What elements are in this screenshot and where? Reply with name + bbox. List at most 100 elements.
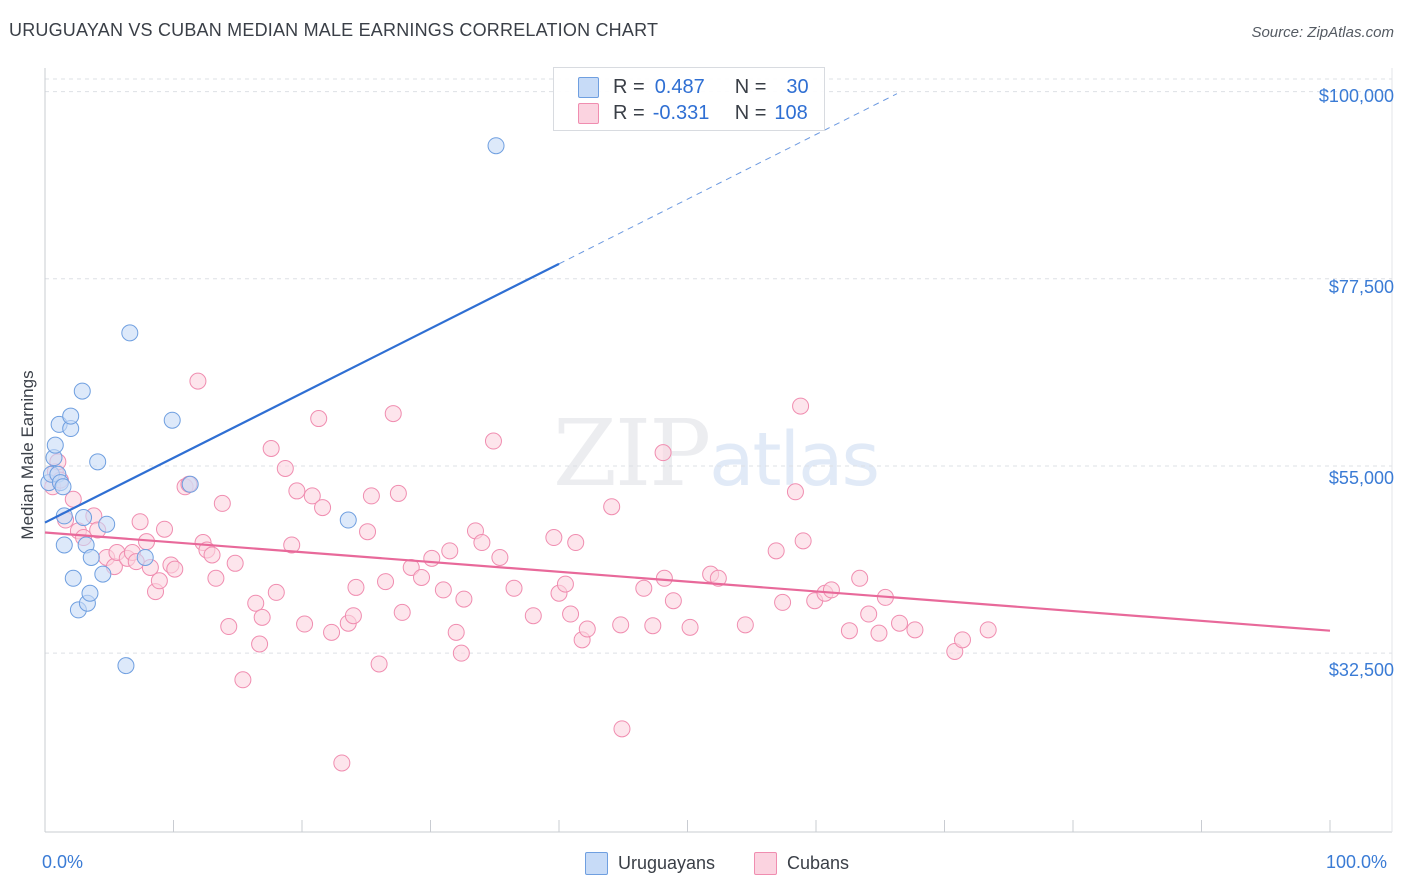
- cubans-point: [953, 631, 971, 649]
- cubans-point: [612, 616, 630, 634]
- cubans-point: [603, 498, 621, 516]
- cubans-point: [359, 523, 377, 541]
- cubans-point: [377, 573, 395, 591]
- legend-item-cubans: Cubans: [754, 852, 849, 875]
- cubans-point: [681, 618, 699, 636]
- uruguayans-trend-extension: [558, 93, 898, 265]
- uruguayans-trend-line: [44, 262, 560, 524]
- cubans-point: [792, 397, 810, 415]
- cubans-point: [562, 605, 580, 623]
- uruguayans-point: [94, 565, 112, 583]
- legend-n-label: N =: [734, 75, 767, 98]
- cubans-point: [267, 583, 285, 601]
- x-tick-label-min: 0.0%: [42, 852, 84, 872]
- uruguayans-point: [54, 478, 72, 496]
- cubans-point: [247, 594, 265, 612]
- cubans-point: [220, 618, 238, 636]
- cubans-point: [262, 440, 280, 458]
- cubans-point: [556, 575, 574, 593]
- stats-legend: R = 0.487 N = 30 R = -0.331 N = 108: [553, 67, 825, 131]
- cubans-point: [226, 554, 244, 572]
- cubans-point: [213, 494, 231, 512]
- cubans-point: [423, 549, 441, 567]
- cubans-point: [156, 520, 174, 538]
- cubans-point: [767, 542, 785, 560]
- cubans-point: [473, 534, 491, 552]
- cubans-point: [362, 487, 380, 505]
- cubans-point: [613, 720, 631, 738]
- legend-r-label: R =: [613, 101, 645, 124]
- axes: [44, 68, 1393, 833]
- cubans-point: [251, 635, 269, 653]
- cubans-point: [314, 499, 332, 517]
- cubans-point: [296, 615, 314, 633]
- cubans-point: [891, 614, 909, 632]
- source-note: Source: ZipAtlas.com: [1251, 24, 1394, 41]
- cubans-trend-line: [44, 531, 1331, 632]
- cubans-point: [344, 607, 362, 625]
- cubans-point: [979, 621, 997, 639]
- legend-item-uruguayans: Uruguayans: [585, 852, 715, 875]
- legend-swatch-pink: [578, 102, 599, 124]
- legend-r-label: R =: [613, 75, 645, 98]
- cubans-point: [131, 513, 149, 531]
- uruguayans-point: [181, 475, 199, 493]
- legend-r-value: 0.487: [654, 75, 705, 98]
- uruguayans-points: [40, 137, 505, 675]
- grid: [45, 78, 1392, 654]
- cubans-point: [207, 569, 225, 587]
- cubans-point: [166, 560, 184, 578]
- cubans-points: [44, 372, 997, 772]
- cubans-point: [664, 592, 682, 610]
- legend-swatch-blue: [585, 852, 608, 875]
- cubans-point: [203, 546, 221, 564]
- uruguayans-point: [89, 453, 107, 471]
- y-tick-label: $100,000: [1318, 86, 1394, 106]
- x-tick-label-max: 100.0%: [1326, 852, 1388, 872]
- cubans-point: [794, 532, 812, 550]
- legend-n-value: 30: [786, 75, 809, 98]
- cubans-point: [860, 605, 878, 623]
- y-tick-label: $32,500: [1328, 660, 1394, 680]
- legend-row-uruguayans: R = 0.487 N = 30: [578, 75, 809, 99]
- cubans-point: [310, 410, 328, 428]
- cubans-point: [189, 372, 207, 390]
- uruguayans-point: [73, 382, 91, 400]
- cubans-point: [786, 483, 804, 501]
- cubans-point: [774, 593, 792, 611]
- cubans-point: [822, 581, 840, 599]
- cubans-point: [288, 482, 306, 500]
- cubans-point: [283, 536, 301, 554]
- cubans-point: [505, 579, 523, 597]
- cubans-point: [644, 617, 662, 635]
- y-axis-label: Median Male Earnings: [18, 370, 37, 540]
- cubans-point: [253, 608, 271, 626]
- uruguayans-point: [487, 137, 505, 155]
- cubans-point: [323, 623, 341, 641]
- y-tick-label: $55,000: [1328, 468, 1394, 488]
- y-tick-label: $77,500: [1328, 277, 1394, 297]
- cubans-point: [276, 459, 294, 477]
- cubans-point: [736, 616, 754, 634]
- uruguayans-point: [136, 548, 154, 566]
- cubans-point: [578, 620, 596, 638]
- cubans-point: [413, 568, 431, 586]
- legend-swatch-pink: [754, 852, 777, 875]
- cubans-point: [655, 569, 673, 587]
- cubans-point: [150, 572, 168, 590]
- cubans-point: [370, 655, 388, 673]
- cubans-point: [393, 603, 411, 621]
- uruguayans-point: [75, 509, 93, 527]
- uruguayans-point: [81, 584, 99, 602]
- cubans-point: [906, 621, 924, 639]
- cubans-point: [709, 569, 727, 587]
- cubans-point: [452, 644, 470, 662]
- cubans-point: [524, 607, 542, 625]
- cubans-point: [347, 578, 365, 596]
- watermark-zip: ZIP: [553, 400, 711, 507]
- uruguayans-point: [121, 324, 139, 342]
- cubans-point: [491, 548, 509, 566]
- watermark: ZIPatlas: [553, 400, 880, 507]
- uruguayans-point: [98, 515, 116, 533]
